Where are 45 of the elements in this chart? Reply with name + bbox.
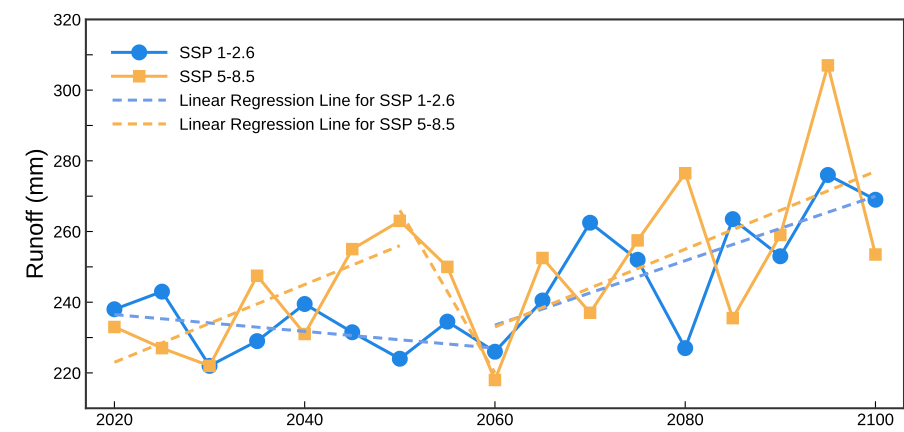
y-tick-label: 260 (54, 226, 80, 238)
y-tick-label: 280 (54, 155, 80, 168)
x-tick-label: 2040 (286, 414, 323, 426)
point (630, 252, 646, 268)
y-tick-label: 240 (54, 296, 80, 308)
point (724, 211, 741, 228)
point (394, 214, 406, 228)
point (774, 228, 787, 242)
y-axis-title: Runoff (mm) (26, 150, 48, 278)
point (631, 234, 644, 247)
point (584, 306, 596, 320)
point (296, 296, 313, 312)
point (726, 312, 740, 324)
point (154, 284, 170, 300)
x-tick-label: 2060 (477, 414, 513, 426)
point (867, 192, 884, 208)
x-tick-label: 2080 (668, 414, 704, 426)
point (678, 166, 692, 180)
point (869, 248, 882, 261)
point (108, 320, 121, 334)
point (536, 252, 549, 264)
point (392, 350, 408, 367)
point (439, 314, 456, 330)
legend-label: Linear Regression Line for SSP 1-2.6 (180, 94, 454, 110)
point (677, 340, 694, 356)
point (582, 214, 598, 231)
point (534, 292, 550, 308)
point (249, 333, 266, 350)
y-tick-label: 300 (54, 84, 80, 96)
point (488, 374, 502, 386)
point (822, 59, 834, 72)
point (820, 166, 836, 183)
legend-label: Linear Regression Line for SSP 5-8.5 (180, 118, 454, 134)
point (486, 344, 503, 360)
x-tick-label: 2100 (858, 414, 894, 426)
point (772, 248, 788, 264)
y-tick-label: 320 (54, 14, 80, 26)
x-tick-label: 2020 (96, 414, 132, 426)
point (250, 269, 264, 282)
point (346, 242, 358, 256)
point (441, 260, 454, 274)
legend-label: SSP 5-8.5 (180, 70, 254, 82)
y-tick-label: 220 (54, 367, 80, 380)
legend-label: SSP 1-2.6 (180, 46, 254, 58)
point (106, 301, 122, 318)
